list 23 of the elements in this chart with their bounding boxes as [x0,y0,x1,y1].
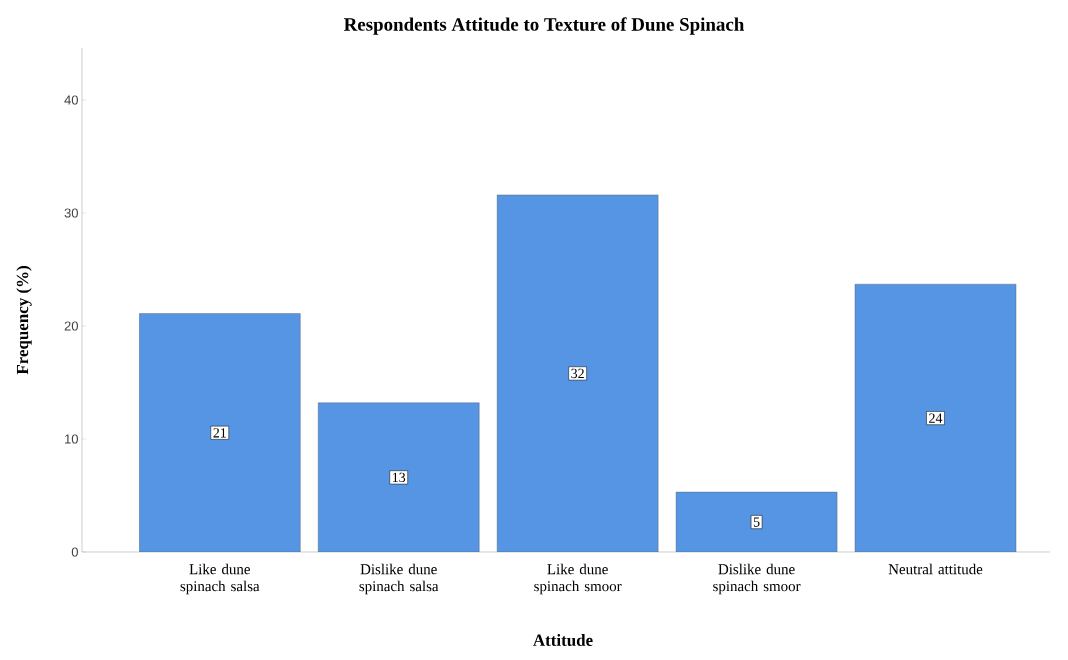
data-label: 5 [753,517,760,527]
bar [317,402,480,552]
chart-title: Respondents Attitude to Texture of Dune Spinach [343,17,745,35]
y-tick-label: 30 [64,208,78,218]
bar [139,313,301,552]
y-axis-title: Frequency (%) [16,266,32,375]
bar [854,283,1017,552]
y-tick-label: 10 [65,434,78,444]
x-tick-label: Dislike dune spinach smoor [713,563,801,595]
x-tick-label: Like dune spinach salsa [180,563,260,595]
x-tick-label: Like dune spinach smoor [534,563,622,595]
bar [496,194,659,552]
y-tick-label: 40 [64,95,78,105]
bar [675,491,838,552]
data-label: 21 [213,428,226,438]
x-tick-label: Neutral attitude [888,563,983,575]
x-axis-title: Attitude [533,634,593,646]
x-tick-label: Dislike dune spinach salsa [359,563,439,595]
data-label: 13 [392,472,406,483]
y-tick-label: 20 [64,321,78,331]
data-label: 32 [571,368,584,379]
data-label: 24 [929,413,943,423]
y-tick-label: 0 [71,547,78,557]
